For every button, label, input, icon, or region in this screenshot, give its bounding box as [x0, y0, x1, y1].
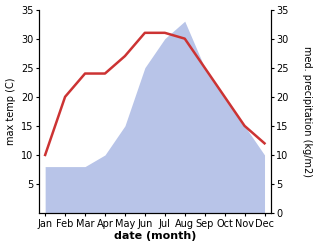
Y-axis label: max temp (C): max temp (C) [5, 78, 16, 145]
Y-axis label: med. precipitation (kg/m2): med. precipitation (kg/m2) [302, 46, 313, 177]
X-axis label: date (month): date (month) [114, 231, 196, 242]
